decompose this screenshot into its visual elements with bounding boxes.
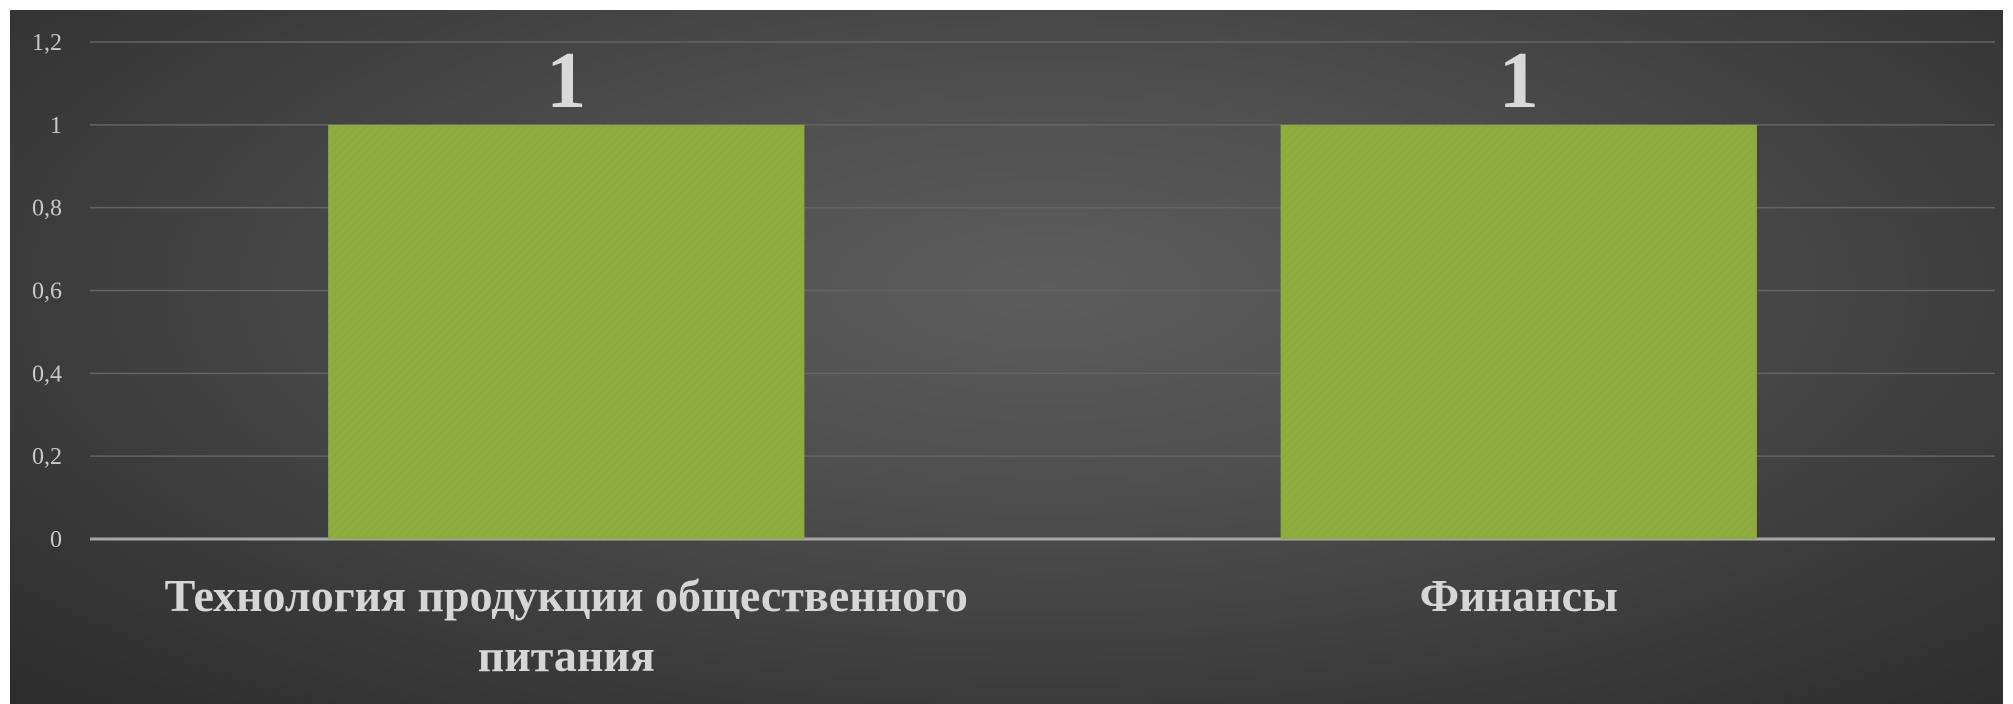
data-label: 1 (546, 37, 586, 125)
y-tick-label: 1 (50, 113, 62, 139)
y-tick-label: 0,6 (32, 279, 62, 305)
y-tick-label: 0,4 (32, 361, 62, 387)
y-tick-label: 0 (50, 527, 62, 553)
y-tick-label: 0,8 (32, 196, 62, 222)
bar-texture (328, 124, 805, 539)
y-tick-label: 1,2 (32, 30, 62, 56)
bar-texture (1280, 124, 1757, 539)
y-tick-label: 0,2 (32, 444, 62, 470)
category-label: Технология продукции общественного питан… (164, 570, 968, 681)
category-label: Финансы (1419, 570, 1618, 621)
data-label: 1 (1499, 37, 1539, 125)
